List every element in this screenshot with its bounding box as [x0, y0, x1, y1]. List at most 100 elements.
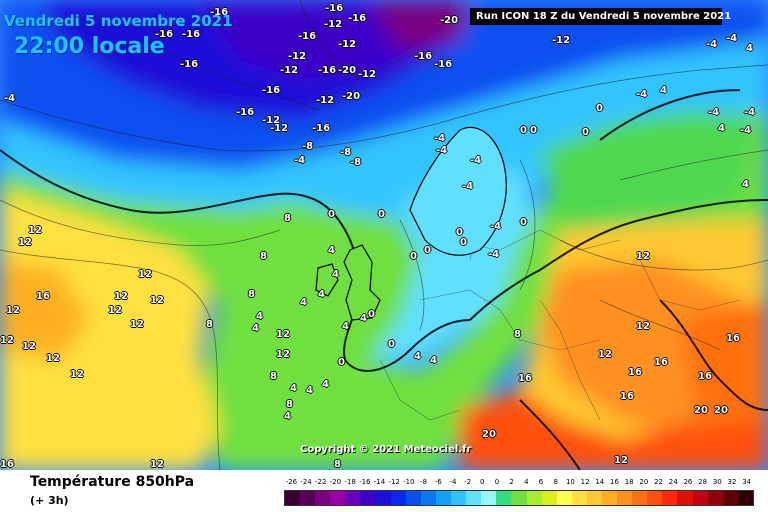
- temperature-label: -16: [210, 7, 229, 18]
- legend-swatch: [722, 491, 738, 505]
- color-legend: -26 -24 -22 -20 -18 -16 -14 -12 -10 -8 -6 -4 -2 0 0 2 4 6…: [284, 478, 754, 506]
- legend-tick: -12: [388, 478, 400, 486]
- temperature-label: -4: [490, 221, 502, 232]
- temperature-label: -12: [316, 95, 335, 106]
- temperature-label: -12: [358, 69, 377, 80]
- legend-swatch: [345, 491, 361, 505]
- temperature-label: 4: [746, 43, 753, 54]
- legend-tick: 34: [742, 478, 752, 486]
- temperature-label: -4: [470, 155, 482, 166]
- temperature-label: 12: [150, 459, 164, 470]
- map-canvas: [0, 0, 768, 470]
- legend-tick: 22: [654, 478, 663, 486]
- legend-swatch: [617, 491, 633, 505]
- temperature-label: -20: [338, 65, 357, 76]
- legend-swatch: [496, 491, 512, 505]
- legend-swatch: [632, 491, 648, 505]
- run-info: Run ICON 18 Z du Vendredi 5 novembre 202…: [470, 8, 731, 25]
- temperature-label: 0: [338, 357, 345, 368]
- temperature-label: 0: [582, 127, 589, 138]
- temperature-label: 16: [654, 357, 668, 368]
- temperature-label: -4: [740, 125, 752, 136]
- temperature-label: 12: [108, 305, 122, 316]
- legend-tick: -24: [300, 478, 312, 486]
- legend-swatch: [586, 491, 602, 505]
- temperature-label: 4: [332, 269, 339, 280]
- temperature-label: 12: [276, 349, 290, 360]
- temperature-label: 12: [0, 335, 14, 346]
- temperature-label: -16: [414, 51, 433, 62]
- temperature-label: 0: [378, 209, 385, 220]
- legend-tick: 30: [712, 478, 722, 486]
- temperature-label: 16: [698, 371, 712, 382]
- temperature-label: -12: [270, 123, 289, 134]
- legend-swatch: [647, 491, 663, 505]
- temperature-label: 4: [252, 323, 259, 334]
- legend-swatch: [737, 491, 753, 505]
- legend-swatch: [511, 491, 527, 505]
- legend-swatch: [571, 491, 587, 505]
- temperature-label: -12: [324, 19, 343, 30]
- temperature-label: 4: [290, 383, 297, 394]
- temperature-label: 4: [256, 311, 263, 322]
- temperature-label: -4: [706, 39, 718, 50]
- temperature-label: -12: [262, 115, 281, 126]
- temperature-label: 0: [530, 125, 537, 136]
- temperature-label: -12: [338, 39, 357, 50]
- temperature-label: -12: [288, 51, 307, 62]
- legend-tick: 4: [524, 478, 529, 486]
- temperature-label: 0: [520, 217, 527, 228]
- temperature-label: -4: [744, 107, 756, 118]
- legend-swatch: [662, 491, 678, 505]
- temperature-label: 0: [460, 237, 467, 248]
- temperature-label: 4: [718, 123, 725, 134]
- legend-swatch: [390, 491, 406, 505]
- temperature-label: -12: [552, 35, 571, 46]
- temperature-label: 4: [284, 411, 291, 422]
- temperature-label: 4: [328, 245, 335, 256]
- legend-tick: -10: [403, 478, 415, 486]
- legend-swatch: [420, 491, 436, 505]
- temperature-label: 8: [286, 399, 293, 410]
- temperature-label: 0: [424, 245, 431, 256]
- temperature-label: -20: [440, 15, 459, 26]
- temperature-label: 8: [248, 289, 255, 300]
- temperature-label: 8: [270, 371, 277, 382]
- legend-swatch: [360, 491, 376, 505]
- temperature-label: -8: [350, 157, 362, 168]
- forecast-date: Vendredi 5 novembre 2021: [4, 12, 233, 30]
- temperature-label: 8: [514, 329, 521, 340]
- legend-tick: 20: [639, 478, 649, 486]
- temperature-label: 20: [694, 405, 708, 416]
- temperature-label: -4: [636, 89, 648, 100]
- temperature-label: 4: [318, 289, 325, 300]
- legend-swatch: [481, 491, 497, 505]
- temperature-map[interactable]: [0, 0, 768, 470]
- temperature-label: 4: [430, 355, 437, 366]
- temperature-label: 16: [628, 367, 642, 378]
- temperature-label: -16: [236, 107, 255, 118]
- temperature-label: -16: [318, 65, 337, 76]
- temperature-label: -4: [462, 181, 474, 192]
- temperature-label: 16: [36, 291, 50, 302]
- forecast-time: 22:00 locale: [14, 34, 165, 59]
- temperature-label: -4: [434, 133, 446, 144]
- legend-tick: -26: [285, 478, 298, 486]
- legend-tick: -16: [359, 478, 371, 486]
- legend-swatch: [526, 491, 542, 505]
- temperature-label: 0: [388, 339, 395, 350]
- legend-tick: 18: [624, 478, 634, 486]
- temperature-label: 12: [114, 291, 128, 302]
- temperature-label: -16: [325, 3, 344, 14]
- temperature-label: 12: [598, 349, 612, 360]
- legend-tick: 10: [565, 478, 575, 486]
- legend-tick: -6: [434, 478, 442, 486]
- legend-tick: -8: [420, 478, 428, 486]
- legend-tick: 14: [595, 478, 605, 486]
- temperature-label: 0: [328, 209, 335, 220]
- temperature-label: 4: [742, 179, 749, 190]
- temperature-label: 8: [260, 251, 267, 262]
- legend-swatch: [677, 491, 693, 505]
- temperature-label: 16: [726, 333, 740, 344]
- field-title: Température 850hPa: [30, 474, 195, 490]
